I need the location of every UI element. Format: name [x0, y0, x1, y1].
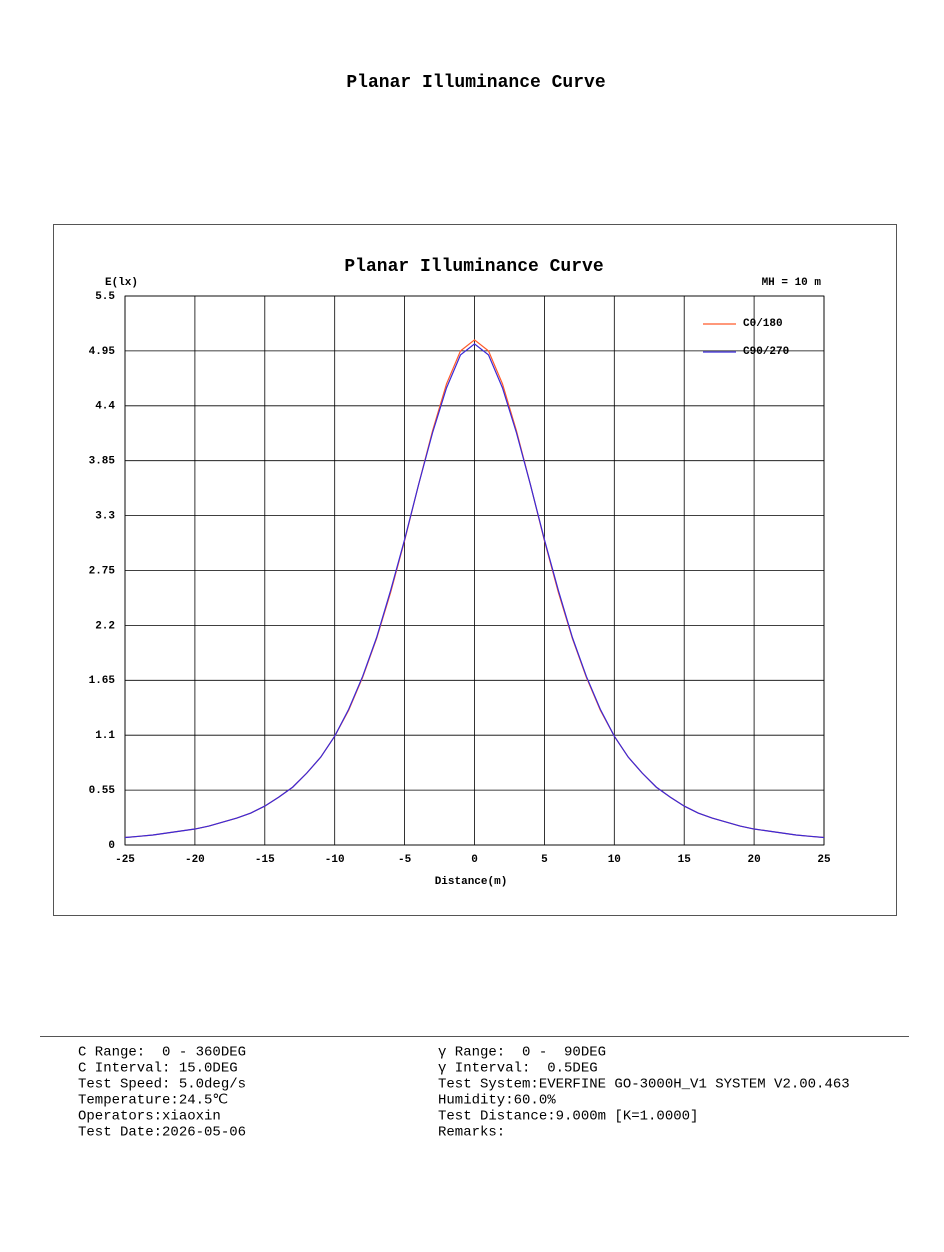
- y-tick-label: 4.4: [95, 401, 115, 413]
- y-tick-label: 4.95: [89, 346, 116, 358]
- x-tick-label: 25: [817, 854, 831, 866]
- footer-text: Remarks:: [438, 1125, 505, 1141]
- y-tick-label: 2.2: [95, 620, 115, 632]
- legend-label: C90/270: [743, 346, 789, 358]
- x-tick-label: 0: [471, 854, 478, 866]
- footer-text: Test Distance:9.000m [K=1.0000]: [438, 1109, 698, 1125]
- footer-text: γ Range: 0 - 90DEG: [438, 1045, 606, 1061]
- footer-text: Humidity:60.0%: [438, 1093, 556, 1109]
- x-tick-label: -15: [255, 854, 275, 866]
- x-axis-label: Distance(m): [435, 876, 508, 888]
- footer-text: γ Interval: 0.5DEG: [438, 1061, 598, 1077]
- y-tick-label: 3.85: [89, 456, 116, 468]
- y-tick-label: 1.65: [89, 675, 116, 687]
- chart-frame: [53, 224, 897, 916]
- footer-text: Temperature:24.5℃: [78, 1093, 228, 1109]
- y-tick-label: 3.3: [95, 511, 115, 523]
- chart-title: Planar Illuminance Curve: [344, 257, 603, 277]
- data-line: [124, 343, 825, 839]
- y-tick-label: 0: [108, 840, 115, 852]
- footer-text: C Range: 0 - 360DEG: [78, 1045, 246, 1061]
- y-tick-label: 0.55: [89, 785, 116, 797]
- legend-label: C0/180: [743, 318, 783, 330]
- x-tick-label: 20: [747, 854, 760, 866]
- footer-text: C Interval: 15.0DEG: [78, 1061, 238, 1077]
- y-tick-label: 5.5: [95, 291, 115, 303]
- footer-text: Test Speed: 5.0deg/s: [78, 1077, 246, 1093]
- annotation: MH = 10 m: [762, 277, 822, 289]
- x-tick-label: -25: [115, 854, 135, 866]
- x-tick-label: 5: [541, 854, 548, 866]
- x-tick-label: -5: [398, 854, 412, 866]
- x-tick-label: 15: [678, 854, 692, 866]
- footer-text: Test System:EVERFINE GO-3000H_V1 SYSTEM …: [438, 1077, 850, 1093]
- footer-text: Test Date:2026-05-06: [78, 1125, 246, 1141]
- y-tick-label: 1.1: [95, 730, 115, 742]
- x-tick-label: 10: [608, 854, 621, 866]
- footer-text: Operators:xiaoxin: [78, 1109, 221, 1125]
- page-title: Planar Illuminance Curve: [346, 73, 605, 93]
- y-axis-label: E(lx): [105, 277, 138, 289]
- x-tick-label: -10: [325, 854, 345, 866]
- y-tick-label: 2.75: [89, 565, 116, 577]
- x-tick-label: -20: [185, 854, 205, 866]
